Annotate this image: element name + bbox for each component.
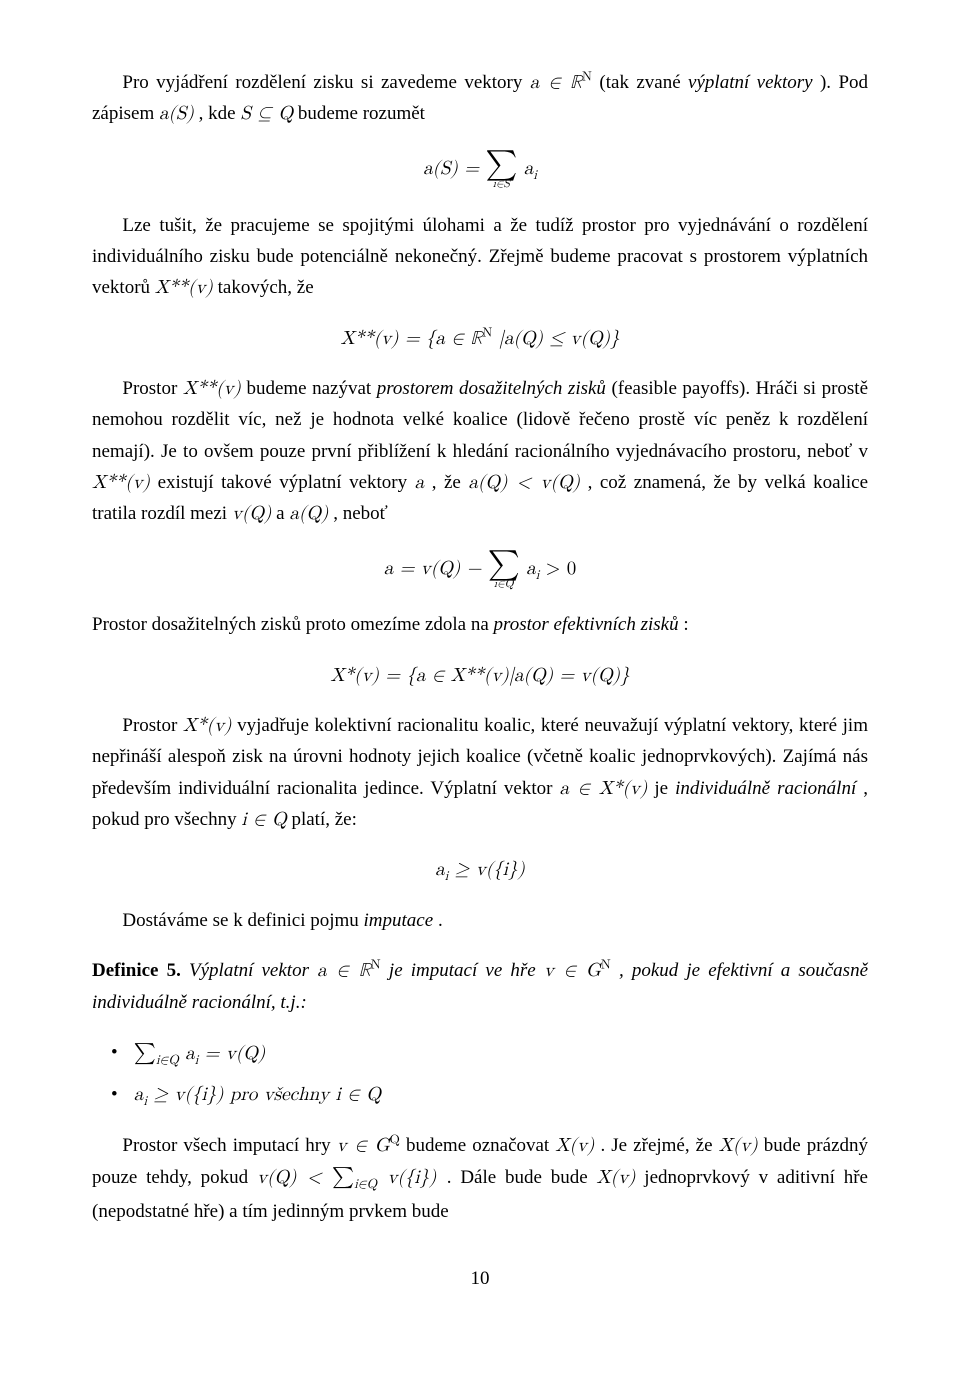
math-S-sub-Q: S ⊆ Q — [240, 104, 293, 123]
text: Dostáváme se k definici pojmu — [122, 910, 363, 931]
math-Xs-v: X*(v) — [183, 716, 232, 735]
math-Xv-2: X(v) — [719, 1136, 758, 1155]
term-individualne-racionalni: individuálně racionální — [675, 778, 856, 799]
math-Xss-v-3: X**(v) — [92, 473, 150, 492]
sum-symbol: ∑ i∈Q — [488, 549, 520, 591]
text: : — [683, 614, 688, 635]
definition-5: Definice 5. Výplatní vektor a ∈ ℝN je im… — [92, 955, 868, 1018]
definition-bullets: ∑i∈Q ai = v(Q) ai ≥ v({i}) pro všechny i… — [92, 1037, 868, 1111]
equation-a-vQ-sum: a = v(Q) − ∑ i∈Q ai > 0 — [92, 549, 868, 591]
equation-Xs: X*(v) = {a ∈ X**(v)|a(Q) = v(Q)} — [92, 660, 868, 691]
eq-left: a(S) = — [423, 159, 485, 178]
def-label: Definice 5. — [92, 960, 181, 981]
eq-tail: ≥ v({i}) — [448, 860, 525, 879]
text: a — [276, 503, 289, 524]
para-5: Prostor X*(v) vyjadřuje kolektivní racio… — [92, 710, 868, 835]
math-Xss-v: X**(v) — [155, 278, 213, 297]
math-aQ-lt-vQ: a(Q) < v(Q) — [468, 473, 580, 492]
term-vyplatni-vektory: výplatní vektory — [688, 72, 813, 93]
eq-tail: > 0 — [546, 559, 577, 578]
eq-left: a = v(Q) − — [384, 559, 488, 578]
text: existují takové výplatní vektory — [158, 472, 415, 493]
equation-aS-sum: a(S) = ∑ i∈S ai — [92, 149, 868, 191]
text: , kde — [199, 103, 241, 124]
math-a-in-RN: a ∈ ℝN — [530, 73, 592, 92]
eq-sup-N: N — [482, 325, 492, 339]
math-vQ-lt-sum: v(Q) < ∑i∈Q v({i}) — [257, 1168, 447, 1187]
text: (tak zvané — [599, 72, 688, 93]
page: Pro vyjádření rozdělení zisku si zavedem… — [0, 0, 960, 1390]
equation-ai-ge-vi: ai ≥ v({i}) — [92, 854, 868, 885]
bullet-1: ∑i∈Q ai = v(Q) — [134, 1037, 868, 1071]
math-aS: a(S) — [159, 104, 194, 123]
math-vQ: v(Q) — [232, 504, 272, 523]
text: Prostor dosažitelných zisků proto omezím… — [92, 614, 494, 635]
text: , neboť — [333, 503, 388, 524]
text: je — [654, 778, 675, 799]
eq-text: X*(v) = {a ∈ X**(v)|a(Q) = v(Q)} — [330, 666, 629, 685]
bullet-2: ai ≥ v({i}) pro všechny i ∈ Q — [134, 1079, 868, 1110]
term-dosazitelnych-zisku: prostorem dosažitelných zisků — [377, 378, 606, 399]
def-body: Výplatní vektor a ∈ ℝN je imputací ve hř… — [92, 960, 868, 1012]
math-a-in-Xs: a ∈ X*(v) — [559, 779, 647, 798]
eq-a: a — [435, 860, 445, 879]
text: Prostor — [122, 378, 182, 399]
math-i-in-Q: i ∈ Q — [241, 810, 286, 829]
para-3: Prostor X**(v) budeme nazývat prostorem … — [92, 373, 868, 530]
para-2: Lze tušit, že pracujeme se spojitými úlo… — [92, 210, 868, 304]
math-Xss-v-2: X**(v) — [183, 379, 241, 398]
text: budeme nazývat — [246, 378, 376, 399]
math-v-in-GQ: v ∈ GQ — [337, 1136, 400, 1155]
text: platí, že: — [291, 809, 356, 830]
math-a: a — [415, 473, 425, 492]
text: . — [438, 910, 443, 931]
equation-Xss: X**(v) = {a ∈ ℝN |a(Q) ≤ v(Q)} — [92, 323, 868, 354]
math-aQ: a(Q) — [289, 504, 328, 523]
text: budeme označovat — [406, 1135, 555, 1156]
text: . Je zřejmé, že — [600, 1135, 718, 1156]
math-Xv: X(v) — [555, 1136, 594, 1155]
eq-mid: ai — [526, 559, 539, 578]
text: , že — [432, 472, 469, 493]
math-Xv-3: X(v) — [596, 1168, 635, 1187]
eq-text: X**(v) = {a ∈ ℝ — [340, 329, 482, 348]
text: . Dále bude bude — [447, 1167, 597, 1188]
text: Pro vyjádření rozdělení zisku si zavedem… — [122, 72, 529, 93]
para-7: Prostor všech imputací hry v ∈ GQ budeme… — [92, 1130, 868, 1227]
text: budeme rozumět — [298, 103, 425, 124]
para-intro: Pro vyjádření rozdělení zisku si zavedem… — [92, 67, 868, 130]
text: Prostor — [122, 715, 183, 736]
eq-right: ai — [524, 159, 537, 178]
page-number: 10 — [92, 1263, 868, 1294]
para-6: Dostáváme se k definici pojmu imputace . — [92, 905, 868, 936]
term-efektivnich-zisku: prostor efektivních zisků — [494, 614, 679, 635]
sum-symbol: ∑ i∈S — [485, 149, 517, 191]
text: Prostor všech imputací hry — [122, 1135, 336, 1156]
text: takových, že — [218, 277, 314, 298]
term-imputace: imputace — [364, 910, 434, 931]
para-4: Prostor dosažitelných zisků proto omezím… — [92, 609, 868, 640]
eq-tail: |a(Q) ≤ v(Q)} — [492, 329, 619, 348]
